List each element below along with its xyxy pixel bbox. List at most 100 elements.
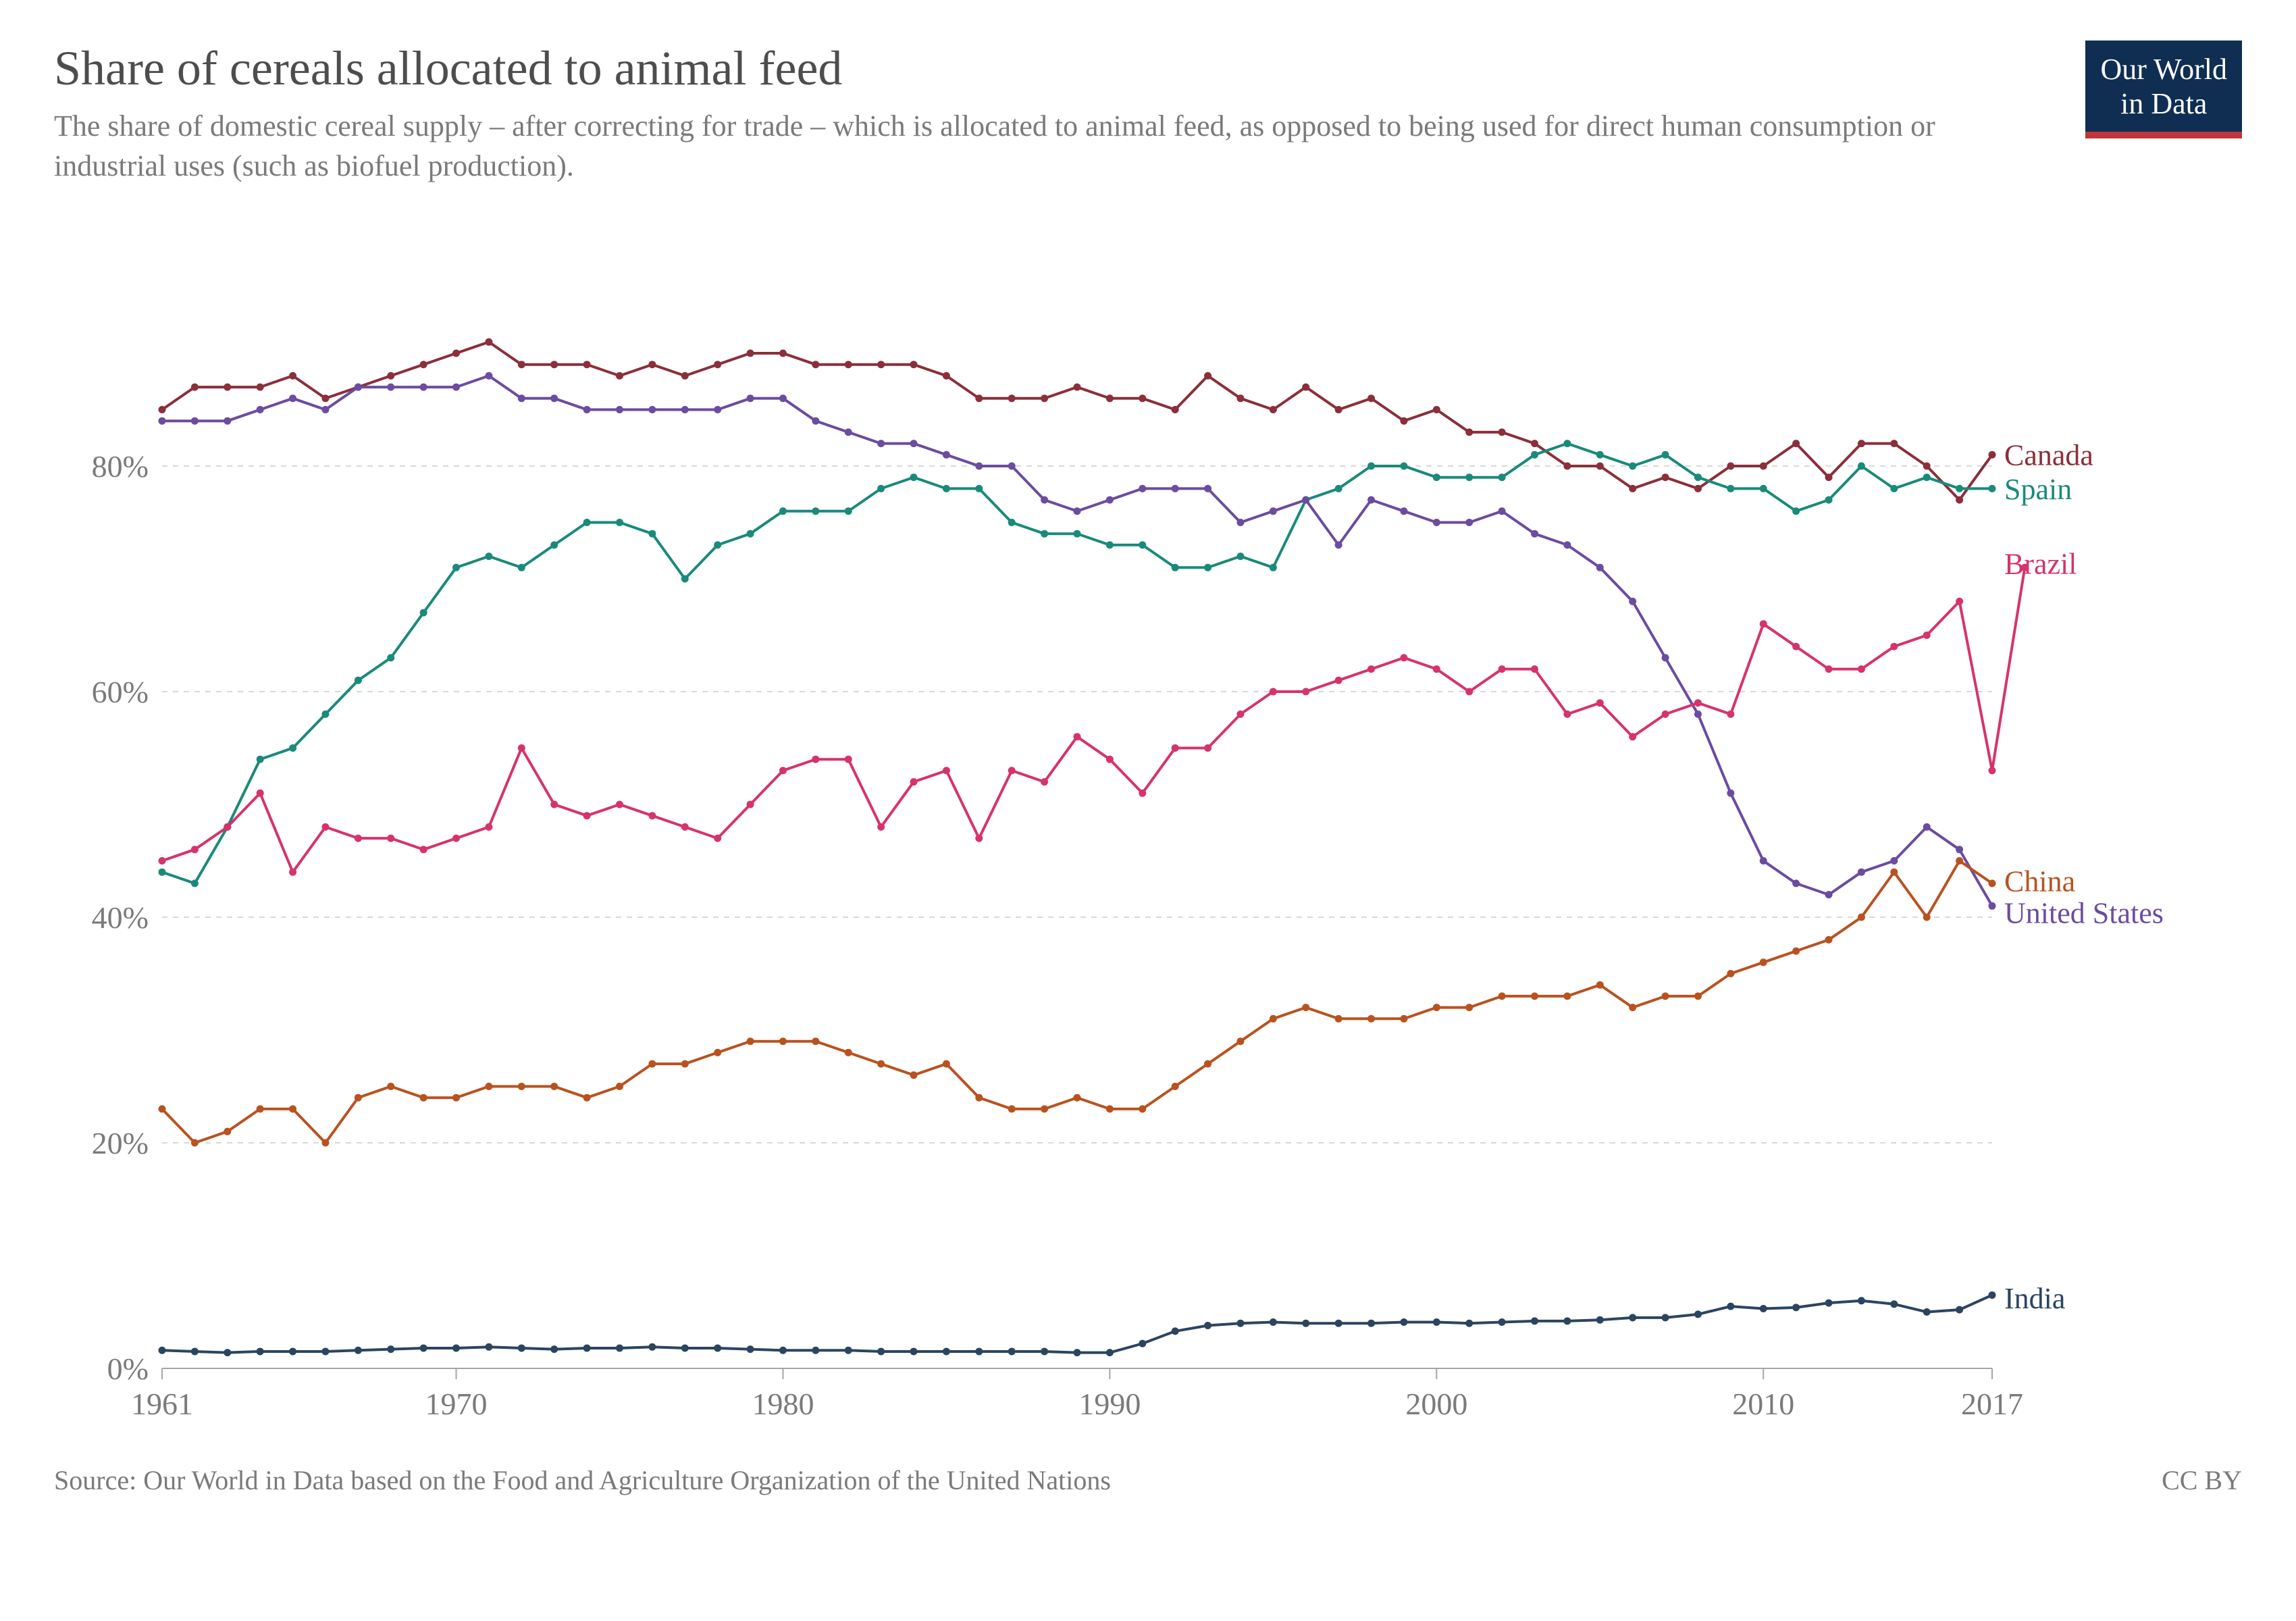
- data-point: [191, 383, 199, 390]
- data-point: [812, 755, 819, 763]
- data-point: [321, 406, 329, 413]
- data-point: [975, 484, 983, 492]
- data-point: [943, 767, 950, 774]
- data-point: [1498, 1318, 1506, 1326]
- data-point: [1531, 1317, 1538, 1324]
- data-point: [550, 1345, 558, 1353]
- data-point: [1596, 451, 1604, 458]
- data-point: [1074, 530, 1081, 537]
- data-point: [616, 1344, 623, 1352]
- data-point: [1041, 778, 1048, 786]
- data-point: [224, 383, 231, 390]
- data-point: [1433, 406, 1440, 413]
- data-point: [1074, 383, 1081, 390]
- data-point: [1236, 1319, 1244, 1327]
- data-point: [1172, 1083, 1179, 1090]
- data-point: [616, 406, 623, 413]
- data-point: [289, 868, 296, 875]
- data-point: [321, 823, 329, 830]
- data-point: [1531, 440, 1538, 447]
- data-point: [1204, 1322, 1211, 1329]
- data-point: [975, 834, 983, 842]
- data-point: [1727, 1302, 1734, 1310]
- data-point: [1956, 484, 1963, 492]
- data-point: [1563, 710, 1571, 717]
- data-point: [681, 406, 689, 413]
- data-point: [1139, 1105, 1146, 1112]
- data-point: [1825, 891, 1833, 898]
- data-point: [1335, 541, 1342, 548]
- data-point: [1335, 406, 1342, 413]
- data-point: [1694, 473, 1702, 481]
- data-point: [1629, 597, 1636, 604]
- data-point: [1433, 1004, 1440, 1011]
- data-point: [583, 1093, 591, 1101]
- data-point: [485, 338, 492, 345]
- data-point: [1302, 383, 1309, 390]
- data-point: [943, 1347, 950, 1355]
- data-point: [387, 654, 394, 661]
- data-point: [1760, 857, 1767, 865]
- data-point: [1760, 1305, 1767, 1312]
- data-point: [289, 744, 296, 752]
- data-point: [1989, 879, 1996, 887]
- data-point: [257, 406, 264, 413]
- data-point: [289, 1347, 296, 1355]
- data-point: [1335, 484, 1342, 492]
- data-point: [648, 1060, 656, 1067]
- data-point: [1465, 1319, 1473, 1327]
- data-point: [583, 519, 591, 526]
- data-point: [1989, 902, 1996, 909]
- data-point: [1008, 394, 1016, 402]
- data-point: [518, 1344, 525, 1352]
- data-point: [779, 507, 787, 515]
- data-point: [1727, 970, 1734, 977]
- data-point: [943, 1060, 950, 1067]
- data-point: [583, 1344, 591, 1352]
- series-label-united-states: United States: [2004, 896, 2164, 929]
- data-point: [257, 1105, 264, 1112]
- data-point: [1400, 1318, 1407, 1326]
- data-point: [1433, 473, 1440, 481]
- x-axis-label: 2000: [1405, 1387, 1467, 1421]
- data-point: [355, 1093, 362, 1101]
- data-point: [1596, 699, 1604, 706]
- data-point: [485, 371, 492, 379]
- data-point: [845, 1346, 852, 1354]
- data-point: [812, 361, 819, 368]
- data-point: [1074, 1349, 1081, 1356]
- data-point: [1008, 767, 1016, 774]
- data-point: [1694, 1310, 1702, 1318]
- logo-line-1: Our World: [2100, 53, 2227, 87]
- series-label-brazil: Brazil: [2004, 547, 2077, 580]
- data-point: [1008, 462, 1016, 469]
- data-point: [1270, 1014, 1277, 1022]
- data-point: [1563, 1317, 1571, 1324]
- data-point: [159, 406, 166, 413]
- data-point: [224, 1349, 231, 1356]
- data-point: [1204, 1060, 1211, 1067]
- series-canada: Canada: [159, 338, 2093, 503]
- data-point: [1760, 462, 1767, 469]
- data-point: [355, 383, 362, 390]
- data-point: [191, 417, 199, 424]
- data-point: [452, 383, 460, 390]
- x-axis-label: 1961: [131, 1387, 193, 1421]
- data-point: [747, 800, 754, 808]
- series-china: China: [159, 857, 2076, 1147]
- data-point: [1302, 1319, 1309, 1327]
- data-point: [616, 371, 623, 379]
- data-point: [1956, 857, 1963, 865]
- data-point: [485, 1083, 492, 1090]
- data-point: [975, 462, 983, 469]
- data-point: [845, 428, 852, 436]
- data-point: [452, 349, 460, 357]
- data-point: [1629, 484, 1636, 492]
- data-point: [1400, 462, 1407, 469]
- data-point: [485, 1343, 492, 1350]
- data-point: [812, 1037, 819, 1045]
- data-point: [1694, 710, 1702, 717]
- data-point: [191, 879, 199, 887]
- data-point: [1956, 1306, 1963, 1313]
- data-point: [812, 1346, 819, 1354]
